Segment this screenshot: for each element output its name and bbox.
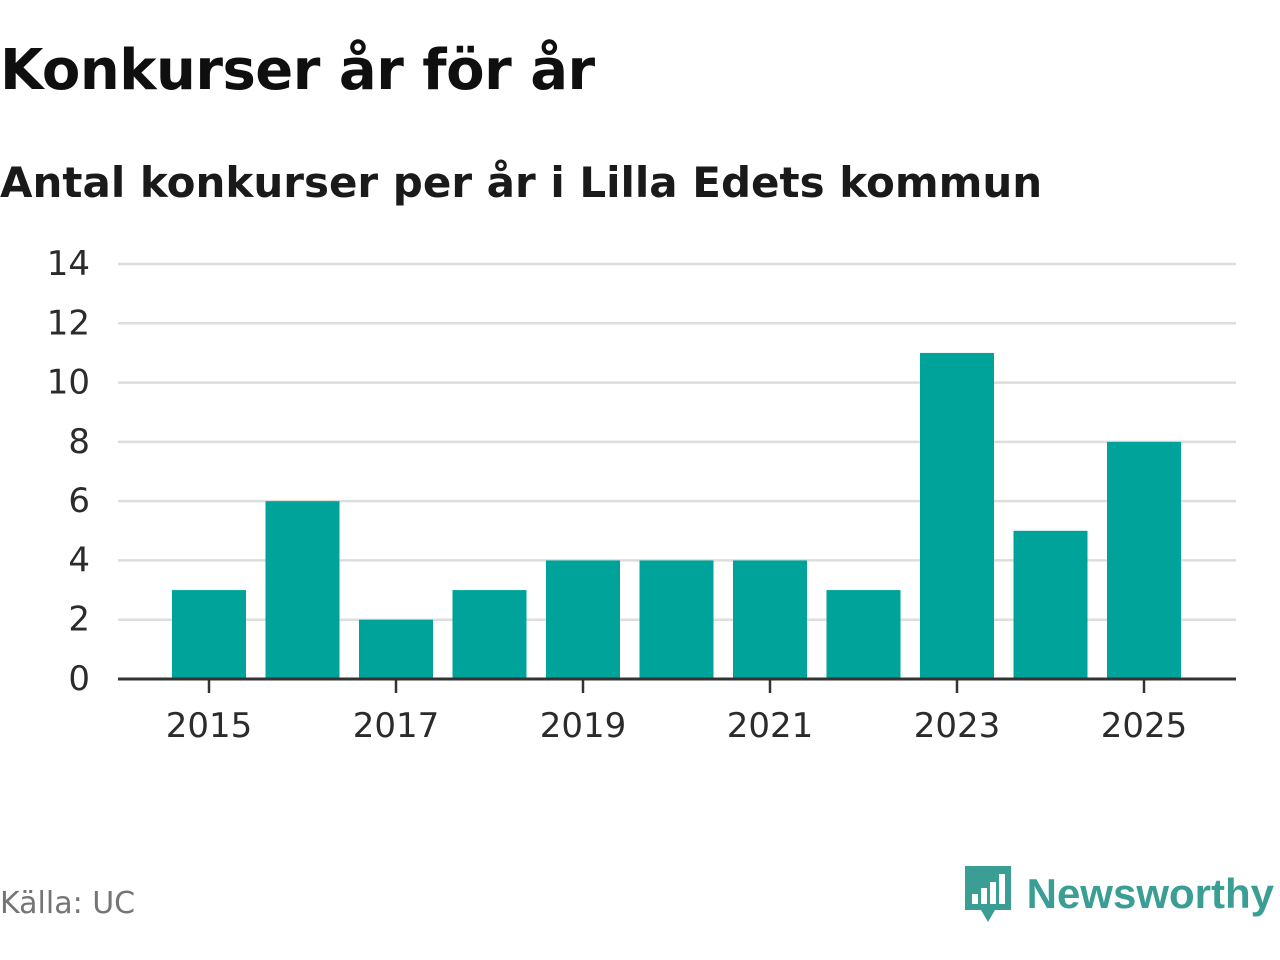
x-tick-label: 2015 <box>166 706 253 746</box>
y-tick-label: 6 <box>68 481 90 521</box>
x-tick-label: 2017 <box>353 706 440 746</box>
bars <box>172 352 1181 679</box>
chart-title: Konkurser år för år <box>0 38 595 103</box>
x-tick-label: 2021 <box>727 706 814 746</box>
bar-2020 <box>639 560 714 679</box>
bar-2024 <box>1013 530 1088 679</box>
bar-2025 <box>1107 441 1181 679</box>
bar-chart: 0 2 4 6 8 10 12 14 2015 2017 2019 2021 2023 2025 <box>47 244 1236 746</box>
bar-2017 <box>359 619 433 679</box>
bar-2019 <box>546 560 620 679</box>
x-tick-label: 2023 <box>914 706 1001 746</box>
bar-2023 <box>920 352 994 679</box>
source-note: Källa: UC <box>0 886 136 921</box>
x-tick-label: 2025 <box>1101 706 1188 746</box>
y-tick-label: 10 <box>47 363 90 403</box>
bar-2018 <box>452 590 527 679</box>
newsworthy-logo-icon <box>964 866 1011 922</box>
bar-2021 <box>733 560 807 679</box>
y-tick-label: 2 <box>68 600 90 640</box>
chart-subtitle: Antal konkurser per år i Lilla Edets kom… <box>0 158 1043 207</box>
y-tick-label: 12 <box>47 303 90 343</box>
y-tick-label: 4 <box>68 540 90 580</box>
y-tick-label: 14 <box>47 244 90 284</box>
y-tick-label: 8 <box>68 422 90 462</box>
brand: Newsworthy <box>963 864 1274 924</box>
y-tick-label: 0 <box>68 659 90 699</box>
y-axis-ticks: 0 2 4 6 8 10 12 14 <box>47 244 90 699</box>
bar-2022 <box>826 590 901 679</box>
bar-2015 <box>172 590 246 679</box>
x-tick-label: 2019 <box>540 706 627 746</box>
brand-name: Newsworthy <box>1026 870 1274 917</box>
x-axis-ticks: 2015 2017 2019 2021 2023 2025 <box>166 679 1188 746</box>
bar-2016 <box>265 501 340 679</box>
